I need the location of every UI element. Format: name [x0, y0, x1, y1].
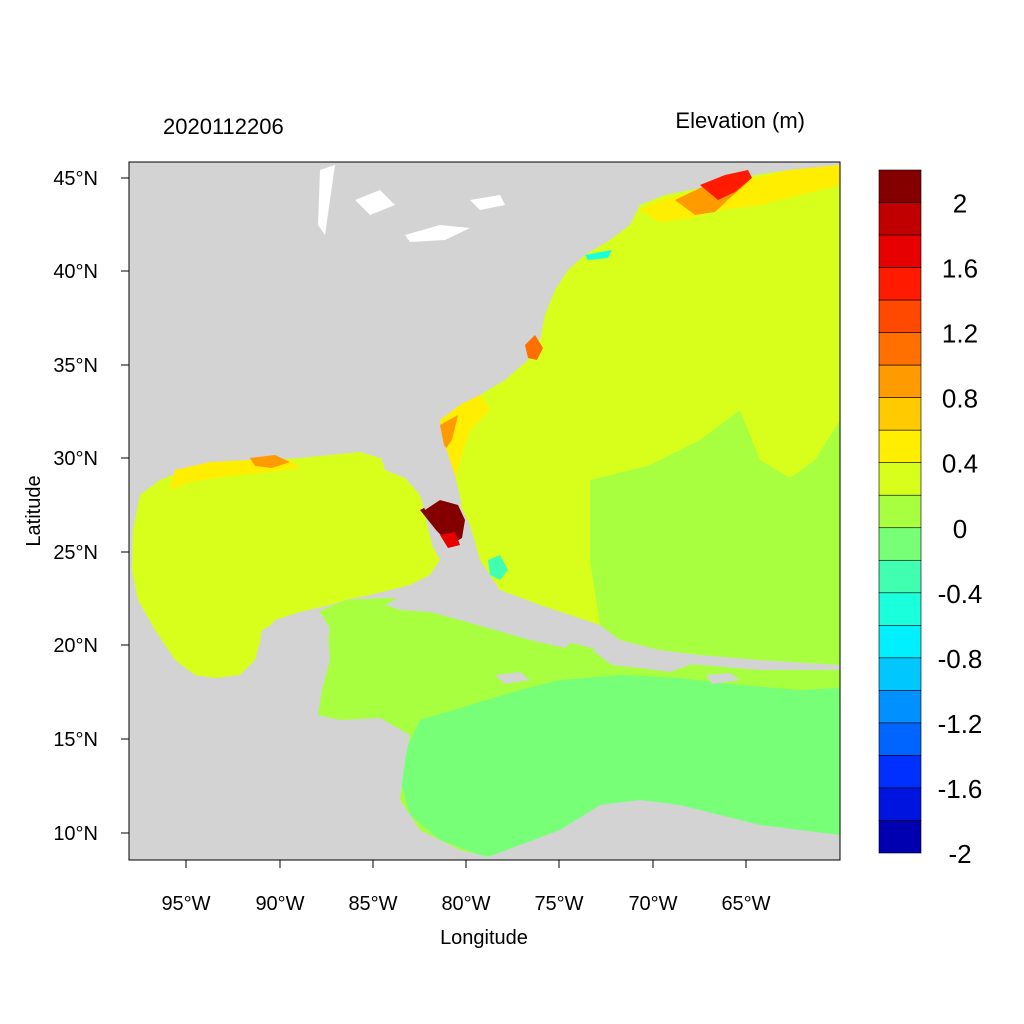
y-tick-label: 10°N	[53, 823, 98, 845]
y-axis: 45°N 40°N 35°N 30°N 25°N 20°N 15°N 10°N	[53, 168, 129, 845]
colorbar	[878, 169, 922, 854]
colorbar-swatch	[878, 332, 922, 366]
colorbar-label: -0.4	[938, 579, 983, 609]
gulf-of-mexico	[132, 452, 440, 678]
colorbar-labels: 2 1.6 1.2 0.8 0.4 0 -0.4 -0.8 -1.2 -1.6 -2	[938, 189, 983, 869]
colorbar-label: 0.4	[942, 449, 978, 479]
x-tick-label: 70°W	[628, 893, 677, 915]
y-tick-label: 35°N	[53, 355, 98, 377]
hispaniola-island	[592, 645, 690, 672]
colorbar-label: -1.2	[938, 709, 983, 739]
colorbar-swatch	[878, 755, 922, 789]
plot-frame	[128, 161, 841, 861]
long-island-sound	[585, 250, 612, 260]
caribbean-south-band	[400, 675, 840, 860]
x-tick-label: 80°W	[441, 893, 490, 915]
colorbar-swatch	[878, 690, 922, 724]
colorbar-label: 1.2	[942, 319, 978, 349]
northern-gulf-surge	[170, 460, 300, 490]
colorbar-swatch	[878, 527, 922, 561]
atlantic-green-region	[590, 410, 840, 665]
colorbar-swatch	[878, 820, 922, 854]
x-axis-title: Longitude	[440, 927, 528, 949]
y-axis-title: Latitude	[23, 475, 45, 546]
x-tick-label: 75°W	[534, 893, 583, 915]
variable-title: Elevation (m)	[675, 108, 805, 133]
colorbar-swatch	[878, 429, 922, 464]
colorbar-swatch	[878, 397, 922, 431]
south-america-coast	[480, 800, 840, 860]
colorbar-label: -1.6	[938, 774, 983, 804]
colorbar-label: 1.6	[942, 254, 978, 284]
colorbar-swatch	[878, 299, 922, 333]
colorbar-swatch	[878, 169, 922, 203]
y-tick-label: 45°N	[53, 168, 98, 190]
y-tick-label: 40°N	[53, 261, 98, 283]
colorbar-swatch	[878, 625, 922, 659]
yucatan-peninsula	[255, 612, 330, 730]
colorbar-swatch	[878, 234, 922, 268]
central-america	[129, 715, 440, 860]
x-tick-label: 85°W	[348, 893, 397, 915]
georgia-coast-orange	[440, 415, 458, 450]
y-tick-label: 30°N	[53, 448, 98, 470]
colorbar-label: 2	[953, 189, 967, 219]
colorbar-swatch	[878, 267, 922, 301]
florida-peninsula	[380, 445, 462, 510]
x-tick-label: 90°W	[255, 893, 304, 915]
colorbar-swatch	[878, 787, 922, 821]
colorbar-swatch	[878, 559, 922, 594]
colorbar-swatch	[878, 462, 922, 496]
puerto-rico-island	[706, 673, 740, 684]
colorbar-label: -0.8	[938, 644, 983, 674]
colorbar-swatch	[878, 592, 922, 626]
jamaica-island	[495, 672, 530, 684]
colorbar-swatch	[878, 657, 922, 691]
map-plot-area	[129, 162, 840, 860]
colorbar-label: 0	[953, 514, 967, 544]
bahamas-banks	[488, 555, 508, 580]
x-tick-label: 65°W	[721, 893, 770, 915]
colorbar-label: 0.8	[942, 384, 978, 414]
florida-surge-red	[440, 532, 460, 548]
x-tick-label: 95°W	[161, 893, 210, 915]
bay-of-fundy-red	[700, 170, 752, 200]
southeast-coast-surge	[440, 395, 490, 485]
cuba-island	[385, 590, 575, 648]
x-axis: 95°W 90°W 85°W 80°W 75°W 70°W 65°W	[161, 860, 771, 915]
y-tick-label: 25°N	[53, 542, 98, 564]
colorbar-swatch	[878, 202, 922, 236]
y-tick-label: 15°N	[53, 729, 98, 751]
colorbar-swatch	[878, 494, 922, 529]
colorbar-swatch	[878, 364, 922, 398]
y-tick-label: 20°N	[53, 635, 98, 657]
pamlico-sound	[525, 335, 543, 360]
date-title: 2020112206	[163, 114, 284, 139]
louisiana-coast-orange	[250, 455, 290, 468]
colorbar-label: -2	[948, 839, 971, 869]
colorbar-swatch	[878, 722, 922, 756]
